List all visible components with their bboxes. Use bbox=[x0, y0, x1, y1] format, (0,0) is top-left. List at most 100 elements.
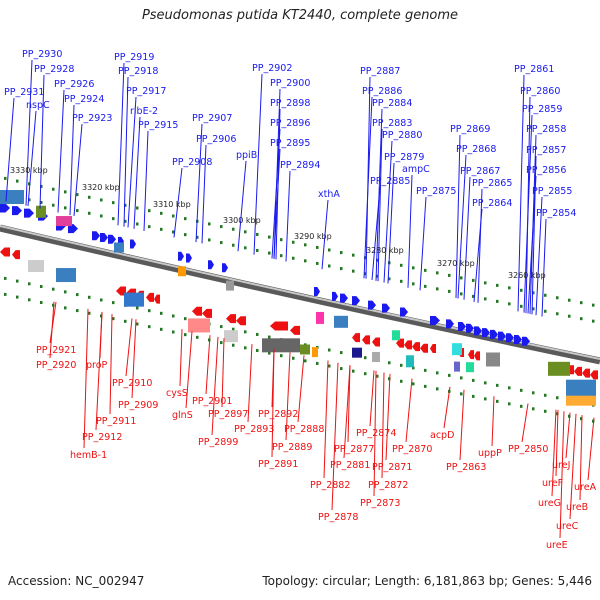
gene-label: PP_2894 bbox=[280, 160, 320, 171]
gene-label: PP_2880 bbox=[382, 130, 422, 141]
tick-track-lower bbox=[544, 393, 547, 397]
gene-label: PP_2900 bbox=[270, 78, 310, 89]
gene-label: acpD bbox=[430, 430, 454, 441]
gene-label: PP_2888 bbox=[284, 424, 324, 435]
gene-leader-line bbox=[527, 175, 537, 314]
tick-track-upper bbox=[328, 248, 331, 252]
tick-track-lower bbox=[328, 348, 331, 352]
gene-leader-line bbox=[285, 170, 291, 262]
gene-leader-line bbox=[297, 355, 305, 423]
tick-track-lower bbox=[472, 378, 475, 382]
gene-leader-line bbox=[405, 378, 413, 443]
gene-label: PP_2917 bbox=[126, 86, 166, 97]
feature-box bbox=[566, 395, 596, 406]
tick-track-lower bbox=[184, 317, 187, 321]
tick-track-lower-2 bbox=[244, 346, 247, 350]
tick-track-upper bbox=[520, 288, 523, 292]
tick-track-upper bbox=[160, 211, 163, 215]
tick-track-upper bbox=[124, 203, 127, 207]
tick-track-lower bbox=[88, 295, 91, 299]
reverse-gene-arrow bbox=[582, 368, 590, 378]
feature-box bbox=[56, 268, 76, 283]
tick-track-lower bbox=[496, 383, 499, 387]
tick-track-upper-2 bbox=[448, 289, 451, 293]
tick-track-lower bbox=[412, 366, 415, 370]
gene-leader-line bbox=[343, 365, 351, 459]
tick-track-upper bbox=[280, 238, 283, 242]
gene-leader-line bbox=[117, 62, 125, 226]
gene-label: PP_2920 bbox=[36, 360, 76, 371]
tick-track-lower-2 bbox=[160, 327, 163, 331]
tick-track-upper-2 bbox=[184, 233, 187, 237]
tick-track-upper-2 bbox=[244, 246, 247, 250]
feature-box bbox=[300, 344, 310, 355]
tick-track-lower-2 bbox=[472, 394, 475, 398]
tick-track-lower bbox=[64, 290, 67, 294]
gene-label: PP_2859 bbox=[522, 104, 562, 115]
tick-track-lower bbox=[484, 381, 487, 385]
gene-leader-line bbox=[109, 314, 113, 415]
tick-track-upper bbox=[232, 227, 235, 231]
gene-label: PP_2861 bbox=[514, 64, 554, 75]
feature-box bbox=[352, 347, 362, 358]
reverse-gene-arrow bbox=[192, 306, 202, 316]
tick-track-lower bbox=[112, 301, 115, 305]
forward-gene-arrow bbox=[186, 253, 192, 263]
gene-leader-line bbox=[551, 409, 557, 497]
tick-track-lower-2 bbox=[304, 359, 307, 363]
tick-track-lower-2 bbox=[88, 311, 91, 315]
tick-track-upper bbox=[40, 184, 43, 188]
gene-leader-line bbox=[565, 412, 571, 459]
tick-track-lower-2 bbox=[532, 407, 535, 411]
reverse-gene-arrow bbox=[226, 314, 236, 324]
feature-box bbox=[0, 190, 24, 204]
tick-track-upper bbox=[592, 303, 595, 307]
tick-track-upper-2 bbox=[88, 211, 91, 215]
tick-track-lower-2 bbox=[316, 361, 319, 365]
tick-track-lower-2 bbox=[436, 387, 439, 391]
tick-track-lower-2 bbox=[580, 417, 583, 421]
tick-track-upper-2 bbox=[100, 214, 103, 218]
tick-track-upper bbox=[112, 201, 115, 205]
tick-track-upper-2 bbox=[220, 241, 223, 245]
gene-leader-line bbox=[273, 148, 281, 259]
gene-label: PP_2877 bbox=[334, 444, 374, 455]
tick-track-upper-2 bbox=[592, 319, 595, 323]
gene-label: PP_2923 bbox=[72, 113, 112, 124]
tick-track-lower bbox=[172, 314, 175, 318]
gene-leader-line bbox=[285, 352, 291, 441]
feature-box bbox=[36, 205, 46, 218]
gene-label: PP_2864 bbox=[472, 198, 512, 209]
forward-gene-arrow bbox=[24, 208, 34, 218]
tick-track-lower-2 bbox=[136, 322, 139, 326]
gene-leader-line bbox=[49, 301, 55, 359]
gene-label: PP_2870 bbox=[392, 444, 432, 455]
tick-track-lower-2 bbox=[256, 348, 259, 352]
tick-track-lower bbox=[232, 327, 235, 331]
scale-label: 3330 kbp bbox=[10, 166, 48, 175]
gene-leader-line bbox=[321, 199, 329, 270]
tick-track-upper bbox=[460, 276, 463, 280]
tick-track-upper bbox=[16, 179, 19, 183]
scale-label: 3260 kbp bbox=[508, 271, 546, 280]
tick-track-upper bbox=[148, 209, 151, 213]
feature-box bbox=[188, 318, 210, 333]
forward-gene-arrow bbox=[332, 291, 338, 301]
forward-gene-arrow bbox=[400, 307, 408, 317]
gene-label: PP_2902 bbox=[252, 63, 292, 74]
tick-track-upper bbox=[448, 273, 451, 277]
feature-box bbox=[372, 351, 380, 362]
tick-track-upper bbox=[268, 235, 271, 239]
gene-label: PP_2856 bbox=[526, 165, 566, 176]
gene-leader-line bbox=[221, 338, 225, 408]
tick-track-upper bbox=[484, 281, 487, 285]
reverse-gene-arrow bbox=[270, 321, 288, 331]
gene-leader-line bbox=[579, 415, 583, 501]
tick-track-upper-2 bbox=[436, 287, 439, 291]
reverse-gene-arrow bbox=[290, 325, 300, 335]
tick-track-upper bbox=[352, 253, 355, 257]
reverse-gene-arrow bbox=[412, 342, 420, 352]
gene-label: PP_2921 bbox=[36, 345, 76, 356]
gene-label: PP_2875 bbox=[416, 186, 456, 197]
reverse-gene-arrow bbox=[362, 335, 370, 345]
